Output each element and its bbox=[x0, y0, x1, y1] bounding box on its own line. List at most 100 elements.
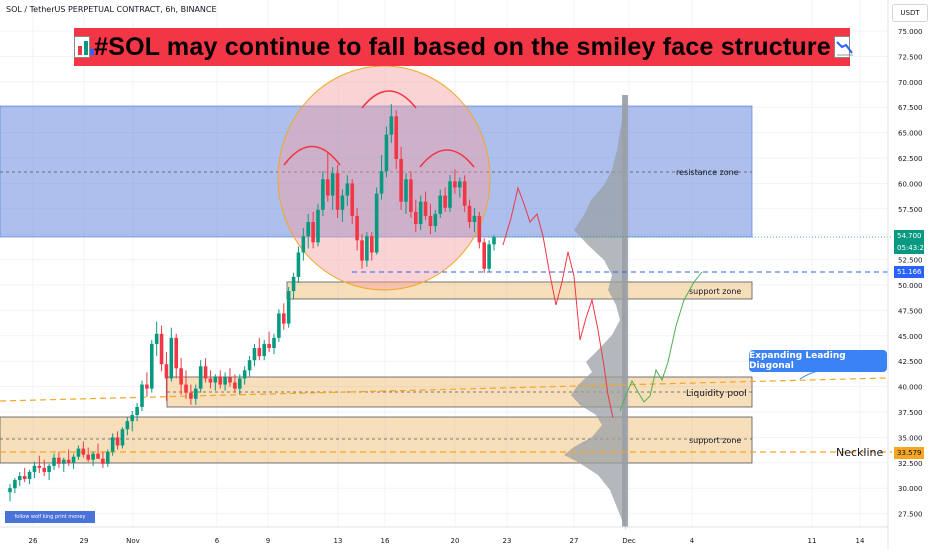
candle-body bbox=[223, 377, 227, 385]
y-tick-label: 65.000 bbox=[898, 130, 923, 138]
candle-body bbox=[467, 205, 472, 223]
support-zone-upper-label: support zone bbox=[689, 287, 741, 296]
volume-profile-area bbox=[564, 95, 626, 530]
support-zone-upper bbox=[286, 281, 753, 300]
candle-body bbox=[330, 173, 335, 196]
volume-profile bbox=[564, 95, 628, 530]
candle-body bbox=[492, 237, 496, 245]
candle-body bbox=[321, 179, 325, 210]
y-tick-label: 50.000 bbox=[898, 282, 923, 290]
candle-body bbox=[438, 195, 443, 214]
candle-body bbox=[66, 459, 71, 463]
chart-decreasing-icon bbox=[833, 36, 853, 58]
support-zone-lower-label: support zone bbox=[689, 436, 741, 445]
candle-body bbox=[413, 211, 418, 225]
symbol-header: SOL / TetherUS PERPETUAL CONTRACT, 6h, B… bbox=[6, 5, 217, 14]
bar-chart-icon bbox=[74, 36, 94, 58]
currency-button[interactable]: USDT bbox=[892, 4, 928, 22]
x-tick-label: 14 bbox=[856, 537, 865, 545]
candle-body bbox=[482, 242, 487, 269]
y-tick-label: 47.500 bbox=[898, 307, 923, 315]
candle-body bbox=[159, 333, 164, 365]
candle-body bbox=[487, 244, 491, 269]
candle-body bbox=[154, 333, 159, 344]
candle-body bbox=[389, 116, 394, 135]
x-tick-label: 11 bbox=[808, 537, 817, 545]
candle-body bbox=[179, 368, 183, 385]
bearish-projection bbox=[502, 186, 614, 419]
candle-body bbox=[81, 448, 86, 455]
liquidity-pool-zone bbox=[166, 376, 753, 408]
y-tick-label: 37.500 bbox=[898, 409, 923, 417]
candle-body bbox=[233, 382, 237, 389]
candle-body bbox=[457, 181, 462, 188]
x-tick-label: 6 bbox=[215, 537, 220, 545]
y-tick-label: 57.500 bbox=[898, 206, 923, 214]
candle-body bbox=[272, 337, 276, 348]
candle-body bbox=[477, 215, 482, 243]
candle-body bbox=[242, 370, 247, 379]
x-tick-label: 29 bbox=[80, 537, 89, 545]
candle-body bbox=[267, 343, 271, 348]
orange-level-tag: 33.579 bbox=[894, 447, 924, 459]
candle-body bbox=[448, 181, 452, 208]
candle-body bbox=[345, 183, 350, 196]
candles bbox=[8, 104, 496, 502]
y-tick-label: 42.500 bbox=[898, 358, 923, 366]
candle-body bbox=[42, 467, 47, 472]
candle-body bbox=[311, 222, 315, 243]
y-tick-label: 45.000 bbox=[898, 333, 923, 341]
candle-body bbox=[135, 406, 139, 416]
y-tick-label: 75.000 bbox=[898, 28, 923, 36]
candle-body bbox=[369, 236, 374, 253]
candle-body bbox=[86, 454, 91, 460]
candle-body bbox=[418, 201, 423, 225]
y-tick-label: 52.500 bbox=[898, 257, 923, 265]
candle-body bbox=[286, 291, 291, 324]
volume-profile-spine bbox=[622, 95, 628, 527]
right-eye-arc bbox=[419, 149, 475, 168]
y-tick-label: 27.500 bbox=[898, 511, 923, 519]
candle-body bbox=[37, 465, 42, 468]
x-tick-label: 20 bbox=[451, 537, 460, 545]
candle-body bbox=[462, 181, 467, 206]
candle-body bbox=[120, 429, 125, 446]
candle-body bbox=[71, 456, 76, 463]
x-tick-label: 9 bbox=[266, 537, 270, 545]
candle-body bbox=[433, 213, 438, 227]
candle-body bbox=[91, 453, 95, 460]
candle-body bbox=[453, 181, 457, 188]
x-tick-label: 26 bbox=[29, 537, 38, 545]
candle-body bbox=[203, 366, 208, 379]
candle-body bbox=[365, 236, 369, 261]
title-banner: #SOL may continue to fall based on the s… bbox=[74, 28, 853, 66]
candle-body bbox=[379, 171, 384, 194]
candle-body bbox=[57, 457, 61, 464]
x-tick-label: 13 bbox=[334, 537, 343, 545]
candle-body bbox=[228, 377, 232, 383]
x-tick-label: 4 bbox=[690, 537, 695, 545]
candle-body bbox=[47, 465, 51, 472]
resistance-zone-label: resistance zone bbox=[676, 168, 739, 177]
candle-body bbox=[257, 347, 262, 357]
candle-body bbox=[291, 276, 296, 292]
y-tick-label: 60.000 bbox=[898, 180, 923, 188]
candle-body bbox=[174, 337, 179, 369]
candle-body bbox=[184, 384, 188, 393]
candle-body bbox=[296, 252, 301, 277]
x-tick-label: 27 bbox=[570, 537, 579, 545]
candle-body bbox=[404, 179, 408, 202]
candle-body bbox=[335, 173, 340, 210]
candle-body bbox=[247, 360, 252, 371]
smiley-circle bbox=[277, 65, 491, 291]
head-arc bbox=[361, 90, 417, 109]
y-tick-label: 35.000 bbox=[898, 434, 923, 442]
candle-body bbox=[61, 459, 66, 464]
last-price-tag: 54.700 bbox=[894, 230, 924, 242]
candle-body bbox=[252, 347, 257, 361]
x-tick-label: Nov bbox=[126, 537, 140, 545]
candle-body bbox=[208, 378, 213, 383]
x-tick-label: Dec bbox=[622, 537, 636, 545]
